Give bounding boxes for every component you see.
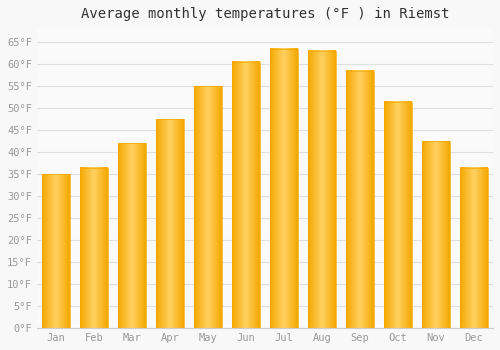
- Bar: [270, 49, 297, 328]
- Bar: [384, 102, 411, 328]
- Bar: [156, 119, 184, 328]
- Bar: [42, 174, 70, 328]
- Bar: [194, 86, 222, 328]
- Bar: [422, 141, 450, 328]
- Bar: [232, 62, 260, 328]
- Title: Average monthly temperatures (°F ) in Riemst: Average monthly temperatures (°F ) in Ri…: [80, 7, 449, 21]
- Bar: [460, 168, 487, 328]
- Bar: [80, 168, 108, 328]
- Bar: [346, 71, 374, 328]
- Bar: [308, 51, 336, 328]
- Bar: [118, 144, 146, 328]
